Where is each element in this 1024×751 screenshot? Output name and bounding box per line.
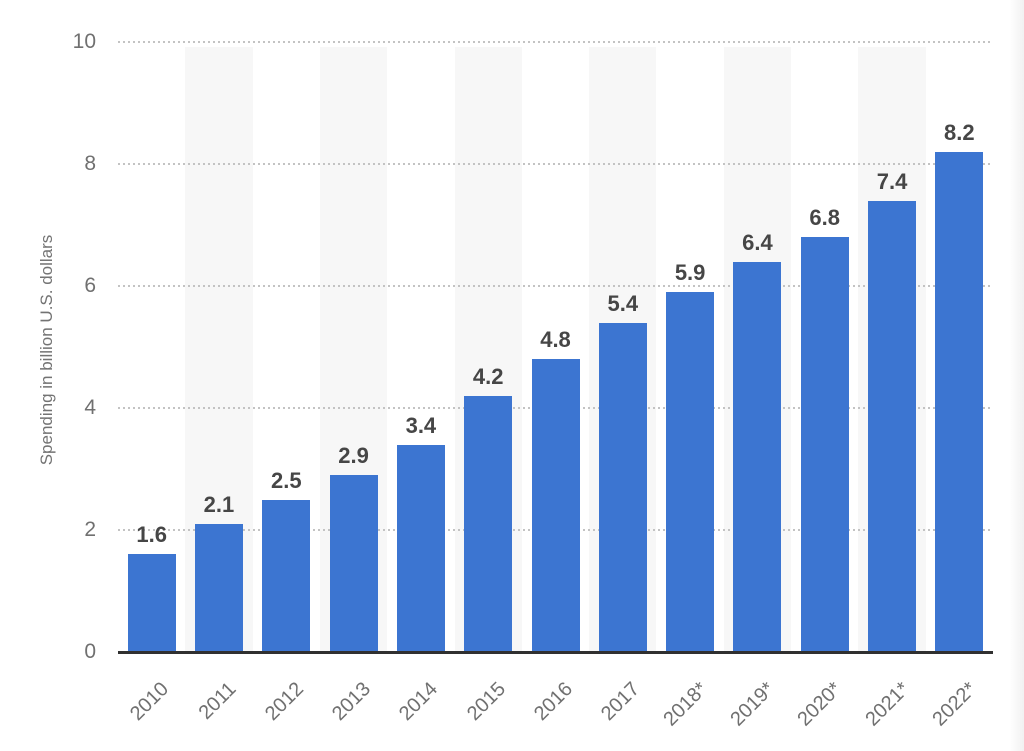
y-axis-title: Spending in billion U.S. dollars [37, 234, 56, 466]
x-tick-label: 2016 [530, 678, 578, 726]
x-tick-label: 2021* [861, 678, 914, 731]
bar[interactable] [464, 395, 513, 652]
y-tick-label: 4 [84, 396, 96, 419]
x-tick-label: 2014 [395, 678, 443, 726]
bar-value-label: 5.9 [674, 260, 706, 286]
bar[interactable] [868, 200, 917, 652]
x-tick-label: 2019* [726, 678, 779, 731]
bar-value-label: 6.8 [809, 205, 841, 231]
x-tick-label: 2011 [194, 678, 241, 724]
x-tick-label: 2015 [462, 678, 510, 726]
bar[interactable] [396, 444, 445, 652]
bar[interactable] [194, 523, 243, 652]
bar[interactable] [733, 261, 782, 652]
x-tick-label: 2018* [659, 678, 712, 731]
bar[interactable] [800, 237, 849, 652]
bar[interactable] [598, 322, 647, 652]
page-edge-shadow [1009, 0, 1024, 751]
y-tick-label: 6 [84, 274, 96, 297]
x-tick-label: 2017 [597, 678, 645, 726]
x-tick-label: 2010 [126, 678, 174, 726]
bar-value-label: 4.2 [472, 363, 504, 389]
bar-value-label: 2.9 [338, 443, 369, 469]
bar-value-label: 1.6 [136, 522, 167, 548]
x-tick-label: 2013 [328, 678, 376, 726]
h-gridline [118, 163, 993, 165]
bar[interactable] [262, 499, 311, 652]
x-tick-label: 2020* [793, 678, 847, 731]
bar-value-label: 7.4 [876, 168, 908, 194]
bar[interactable] [935, 151, 984, 652]
bar-value-label: 6.4 [742, 229, 773, 255]
h-gridline [118, 285, 993, 287]
y-tick-label: 2 [84, 518, 96, 541]
bar-value-label: 8.2 [944, 119, 975, 145]
bar[interactable] [127, 554, 176, 652]
y-tick-label: 0 [84, 640, 96, 663]
bar[interactable] [329, 475, 378, 652]
bar-value-label: 3.4 [405, 412, 437, 438]
bar-value-label: 5.4 [607, 290, 639, 316]
y-tick-label: 10 [72, 30, 96, 53]
h-gridline [118, 41, 993, 43]
y-tick-label: 8 [84, 152, 96, 175]
bar[interactable] [666, 292, 715, 652]
bar-value-label: 2.5 [270, 467, 302, 493]
x-axis-line [118, 651, 993, 654]
x-tick-label: 2012 [260, 678, 308, 726]
bar[interactable] [531, 359, 580, 652]
x-tick-label: 2022* [928, 678, 981, 731]
bar-value-label: 4.8 [540, 327, 571, 353]
bar-value-label: 2.1 [203, 491, 235, 517]
